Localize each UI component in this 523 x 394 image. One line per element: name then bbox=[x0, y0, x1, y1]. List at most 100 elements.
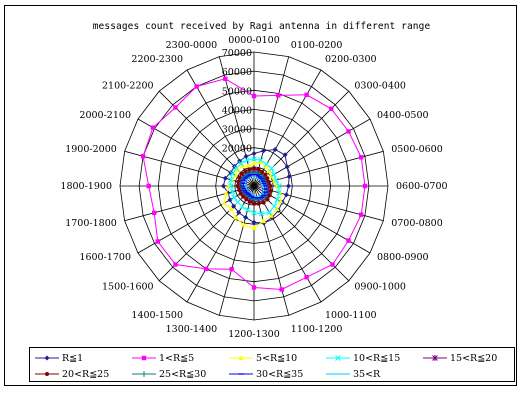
category-label: 1700-1800 bbox=[65, 218, 117, 229]
legend-entry: 25<R≦30 bbox=[131, 367, 206, 381]
data-point bbox=[286, 174, 292, 180]
data-point bbox=[346, 238, 351, 243]
data-point bbox=[263, 161, 270, 168]
legend-swatch bbox=[229, 373, 253, 375]
data-point bbox=[362, 183, 368, 189]
data-point bbox=[150, 125, 156, 130]
data-point bbox=[359, 212, 364, 217]
data-point bbox=[223, 76, 228, 81]
legend-marker bbox=[432, 355, 438, 361]
data-point bbox=[272, 147, 278, 152]
data-point bbox=[260, 148, 266, 154]
legend-swatch bbox=[326, 373, 350, 375]
data-point bbox=[276, 183, 282, 189]
data-point bbox=[152, 210, 157, 215]
legend-label: 25<R≦30 bbox=[159, 368, 207, 380]
legend-marker bbox=[238, 355, 244, 360]
data-point bbox=[235, 184, 240, 188]
data-point bbox=[229, 267, 234, 272]
radial-tick-label: 30000 bbox=[222, 125, 252, 136]
radial-tick-label: 50000 bbox=[222, 86, 252, 97]
data-point bbox=[359, 155, 364, 160]
grid-spoke bbox=[253, 56, 290, 187]
category-label: 2100-2200 bbox=[102, 81, 154, 92]
legend-entry: 1<R≦5 bbox=[131, 351, 194, 365]
legend-label: 5<R≦10 bbox=[256, 352, 298, 364]
data-point bbox=[274, 206, 280, 211]
legend-label: 35<R bbox=[353, 368, 381, 380]
data-point bbox=[346, 129, 351, 134]
data-point bbox=[243, 214, 249, 220]
data-point bbox=[244, 207, 251, 213]
data-point bbox=[239, 171, 244, 176]
data-point bbox=[227, 197, 233, 203]
legend-label: R≦1 bbox=[62, 352, 84, 364]
chart-legend: R≦1 1<R≦5 5<R≦10 10<R≦15 15<R≦20 20<R≦25 25<R≦… bbox=[29, 347, 515, 382]
data-point bbox=[304, 92, 309, 97]
data-point bbox=[233, 214, 239, 220]
category-label: 0900-1000 bbox=[354, 281, 406, 292]
legend-swatch bbox=[326, 355, 350, 361]
legend-label: 20<R≦25 bbox=[62, 368, 110, 380]
category-label: 0500-0600 bbox=[391, 144, 443, 155]
data-point bbox=[268, 213, 274, 218]
legend-swatch bbox=[35, 355, 59, 361]
radial-tick-label: 60000 bbox=[222, 67, 252, 78]
category-label: 1100-1200 bbox=[291, 324, 343, 335]
legend-entry: R≦1 bbox=[34, 351, 83, 365]
data-point bbox=[231, 194, 237, 201]
data-point bbox=[173, 262, 178, 267]
data-point bbox=[282, 152, 288, 158]
data-point bbox=[251, 219, 257, 225]
legend-entry: 15<R≦20 bbox=[422, 351, 497, 365]
data-point bbox=[241, 194, 246, 199]
category-label: 1500-1600 bbox=[102, 281, 154, 292]
series-6 bbox=[235, 166, 273, 206]
data-point bbox=[244, 157, 250, 163]
radial-tick-label: 40000 bbox=[222, 105, 252, 116]
data-point bbox=[228, 183, 234, 189]
data-point bbox=[251, 225, 257, 231]
legend-entry: 30<R≦35 bbox=[228, 367, 303, 381]
chart-title: messages count received by Ragi antenna … bbox=[92, 21, 431, 32]
category-label: 2200-2300 bbox=[131, 54, 183, 65]
data-point bbox=[252, 201, 256, 206]
data-point bbox=[233, 165, 240, 172]
grid-spoke bbox=[253, 185, 290, 316]
data-point bbox=[238, 160, 244, 167]
data-point bbox=[263, 172, 268, 177]
data-point bbox=[271, 171, 277, 178]
data-point bbox=[234, 199, 241, 206]
data-point bbox=[241, 222, 247, 227]
series-2 bbox=[140, 76, 368, 292]
data-point bbox=[276, 93, 281, 98]
data-point bbox=[237, 158, 243, 164]
data-point bbox=[173, 105, 178, 110]
data-point bbox=[231, 203, 237, 209]
category-label: 1900-2000 bbox=[65, 144, 117, 155]
grid-spoke bbox=[253, 185, 322, 303]
data-point bbox=[251, 209, 257, 216]
legend-swatch bbox=[132, 371, 156, 377]
radar-grid bbox=[119, 51, 389, 321]
category-label: 1200-1300 bbox=[228, 329, 280, 340]
data-point bbox=[266, 209, 273, 216]
data-point bbox=[239, 203, 245, 210]
grid-spoke bbox=[218, 185, 255, 316]
category-label: 1400-1500 bbox=[131, 310, 183, 321]
legend-marker bbox=[44, 355, 50, 361]
data-point bbox=[304, 275, 309, 280]
data-point bbox=[329, 106, 334, 111]
category-label: 0400-0500 bbox=[377, 110, 429, 121]
legend-marker bbox=[335, 355, 341, 361]
legend-label: 10<R≦15 bbox=[353, 352, 401, 364]
category-label: 0800-0900 bbox=[377, 252, 429, 263]
category-label: 1000-1100 bbox=[325, 310, 377, 321]
data-point bbox=[251, 285, 257, 290]
legend-entry: 5<R≦10 bbox=[228, 351, 297, 365]
legend-label: 30<R≦35 bbox=[256, 368, 304, 380]
data-point bbox=[286, 183, 291, 189]
legend-marker bbox=[141, 371, 147, 377]
data-point bbox=[223, 190, 229, 196]
